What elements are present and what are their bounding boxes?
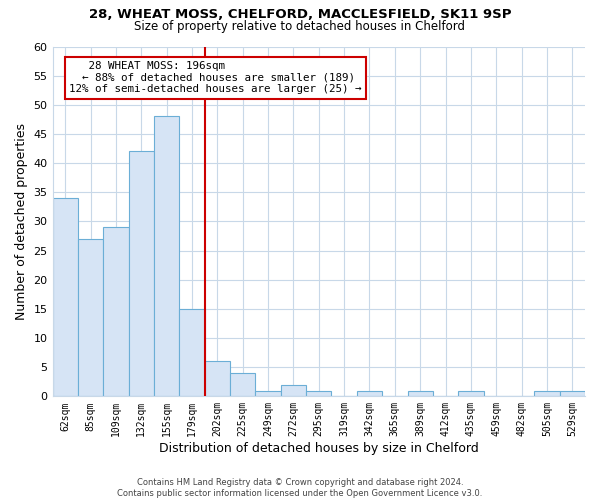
Bar	[128, 152, 154, 396]
Text: 28, WHEAT MOSS, CHELFORD, MACCLESFIELD, SK11 9SP: 28, WHEAT MOSS, CHELFORD, MACCLESFIELD, …	[89, 8, 511, 20]
Bar	[78, 239, 103, 396]
Bar	[53, 198, 78, 396]
Bar	[281, 384, 306, 396]
Bar	[230, 373, 256, 396]
Bar	[205, 362, 230, 396]
X-axis label: Distribution of detached houses by size in Chelford: Distribution of detached houses by size …	[159, 442, 479, 455]
Bar	[103, 227, 128, 396]
Bar	[154, 116, 179, 396]
Bar	[407, 390, 433, 396]
Bar	[560, 390, 585, 396]
Bar	[256, 390, 281, 396]
Text: Contains HM Land Registry data © Crown copyright and database right 2024.
Contai: Contains HM Land Registry data © Crown c…	[118, 478, 482, 498]
Text: Size of property relative to detached houses in Chelford: Size of property relative to detached ho…	[134, 20, 466, 33]
Y-axis label: Number of detached properties: Number of detached properties	[15, 123, 28, 320]
Bar	[357, 390, 382, 396]
Bar	[179, 309, 205, 396]
Bar	[458, 390, 484, 396]
Text: 28 WHEAT MOSS: 196sqm
  ← 88% of detached houses are smaller (189)
12% of semi-d: 28 WHEAT MOSS: 196sqm ← 88% of detached …	[69, 61, 362, 94]
Bar	[534, 390, 560, 396]
Bar	[306, 390, 331, 396]
